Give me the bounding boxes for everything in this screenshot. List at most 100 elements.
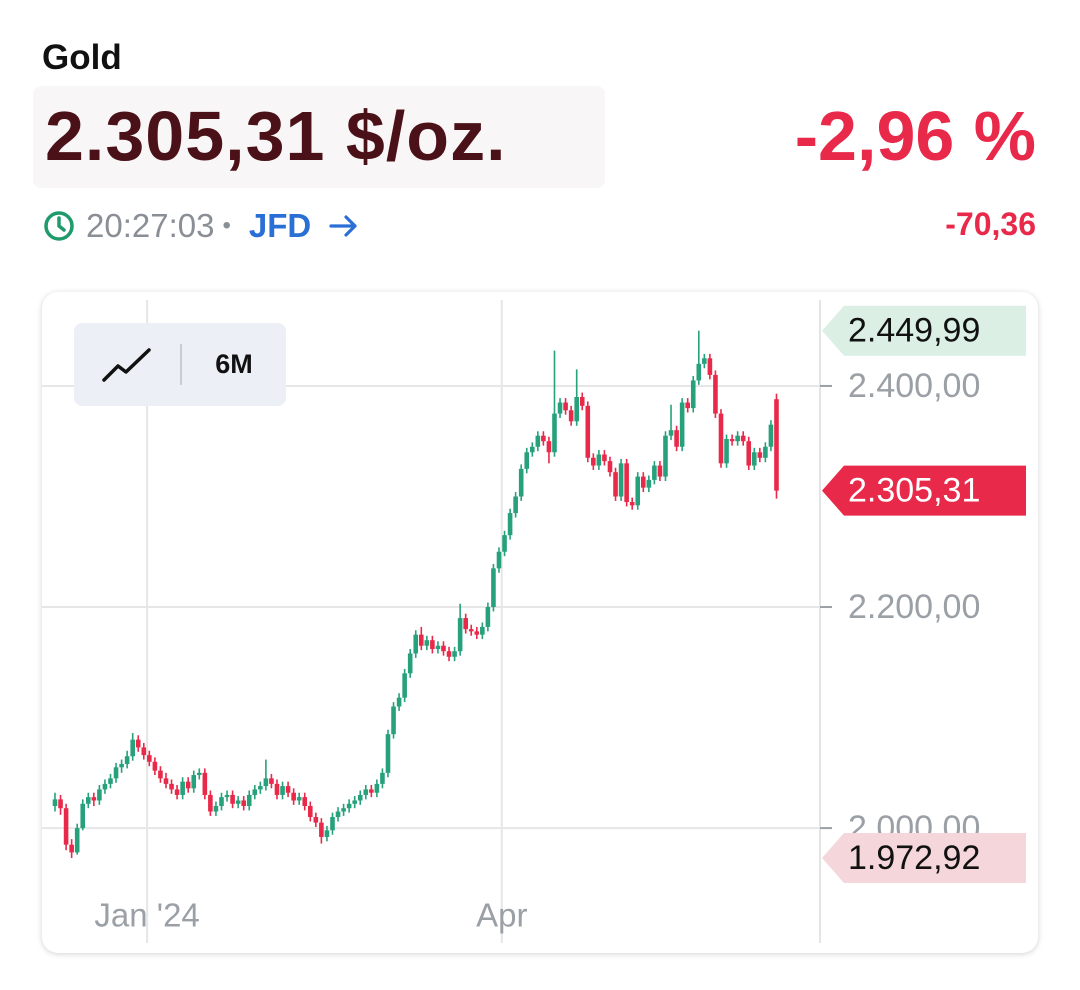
candle-body [751,452,757,466]
candle-body [668,430,674,436]
candle-body [474,631,480,635]
candle-body [158,770,163,779]
candle-body [624,463,629,503]
candle-body [74,828,80,853]
candle-body [435,645,441,650]
candle-body [202,772,208,795]
candle-body [507,513,513,536]
candle-body [85,797,91,804]
price-marker-label: 2.449,99 [848,312,980,350]
candle-body [91,797,97,801]
candle-body [191,775,197,789]
y-tick-label: 2.400,00 [848,367,980,405]
candle-body [380,772,385,784]
candle-body [363,789,369,795]
candle-body [174,789,180,795]
separator: • [222,212,231,239]
candle-body [263,778,269,787]
candle-body [208,794,213,812]
candle-body [690,380,696,409]
candle-body [657,465,663,477]
price-markers: 2.449,99 2.305,31 1.972,92 [822,305,1026,884]
candle-body [147,755,152,762]
candle-body [607,461,613,473]
candle-body [224,794,230,798]
candle-body [452,651,457,657]
candle-body [702,358,707,364]
line-chart-icon[interactable] [102,348,151,382]
candle-body [457,618,463,652]
candle-body [613,472,618,497]
candle-body [652,465,657,480]
price-marker [822,833,1026,884]
time: 20:27:03 [86,207,215,244]
candle-body [729,439,735,442]
price-marker [822,465,1026,516]
candle-body [213,805,219,812]
candle-body [407,653,413,674]
x-tick-label: Jan '24 [94,897,199,934]
chart: Jan '24 Apr 2.000,002.200,002.400,00 2.44… [42,300,1026,943]
candle-body [774,399,779,491]
axis-labels: 2.000,002.200,002.400,00 [848,367,980,847]
candle-body [285,786,291,793]
candle-body [346,803,352,809]
candle-body [557,402,563,414]
candle-body [430,640,435,650]
change-percent: -2,96 % [794,97,1036,175]
candle-body [296,797,302,801]
candle-body [640,476,646,488]
candle-body [768,424,774,447]
candle-body [230,794,235,804]
axis: Jan '24 Apr [94,300,832,943]
candle-body [108,778,113,784]
candle-body [307,805,313,818]
arrow-icon[interactable] [325,209,365,243]
candle-body [418,634,424,646]
range-label[interactable]: 6M [215,349,253,379]
candle-body [152,761,158,771]
candle-body [674,430,679,447]
candles [52,330,779,859]
candle-body [491,568,496,608]
candle-body [546,441,552,453]
candle-body [480,626,485,635]
candle-body [541,435,546,442]
candle-body [335,811,341,818]
candle-body [180,781,185,795]
candle-body [185,781,191,789]
candle-body [313,817,319,823]
candle-body [496,551,502,569]
candle-body [97,789,102,801]
candle-body [718,413,724,464]
candle-body [740,435,746,442]
candle-body [52,799,58,806]
candle-body [602,454,607,462]
candle-body [330,817,335,831]
candle-body [485,607,491,627]
candle-body [63,808,69,845]
candle-body [568,410,574,422]
candle-body [446,651,452,657]
change: -70,36 [945,206,1036,242]
price-marker [822,305,1026,356]
candle-body [269,778,274,784]
range-selector[interactable]: 6M [74,323,286,406]
candle-body [646,479,652,488]
chart-card: Jan '24 Apr 2.000,00 2.200,00 2.400,00 2.44… [42,292,1038,953]
price-box: 2.305,31 $/oz. [33,86,605,188]
candle-body [246,794,252,806]
candle-body [352,800,357,804]
candle-body [713,374,718,414]
candle-body [585,405,591,458]
candle-body [563,402,568,411]
price-marker-label: 1.972,92 [848,839,980,877]
grid [42,300,820,943]
candle-body [441,645,446,652]
candle-body [413,634,419,654]
candle-body [629,502,635,506]
candle-body [141,747,147,756]
candle-body [763,446,768,458]
source-link[interactable]: JFD [248,207,312,244]
candle-body [707,358,713,375]
